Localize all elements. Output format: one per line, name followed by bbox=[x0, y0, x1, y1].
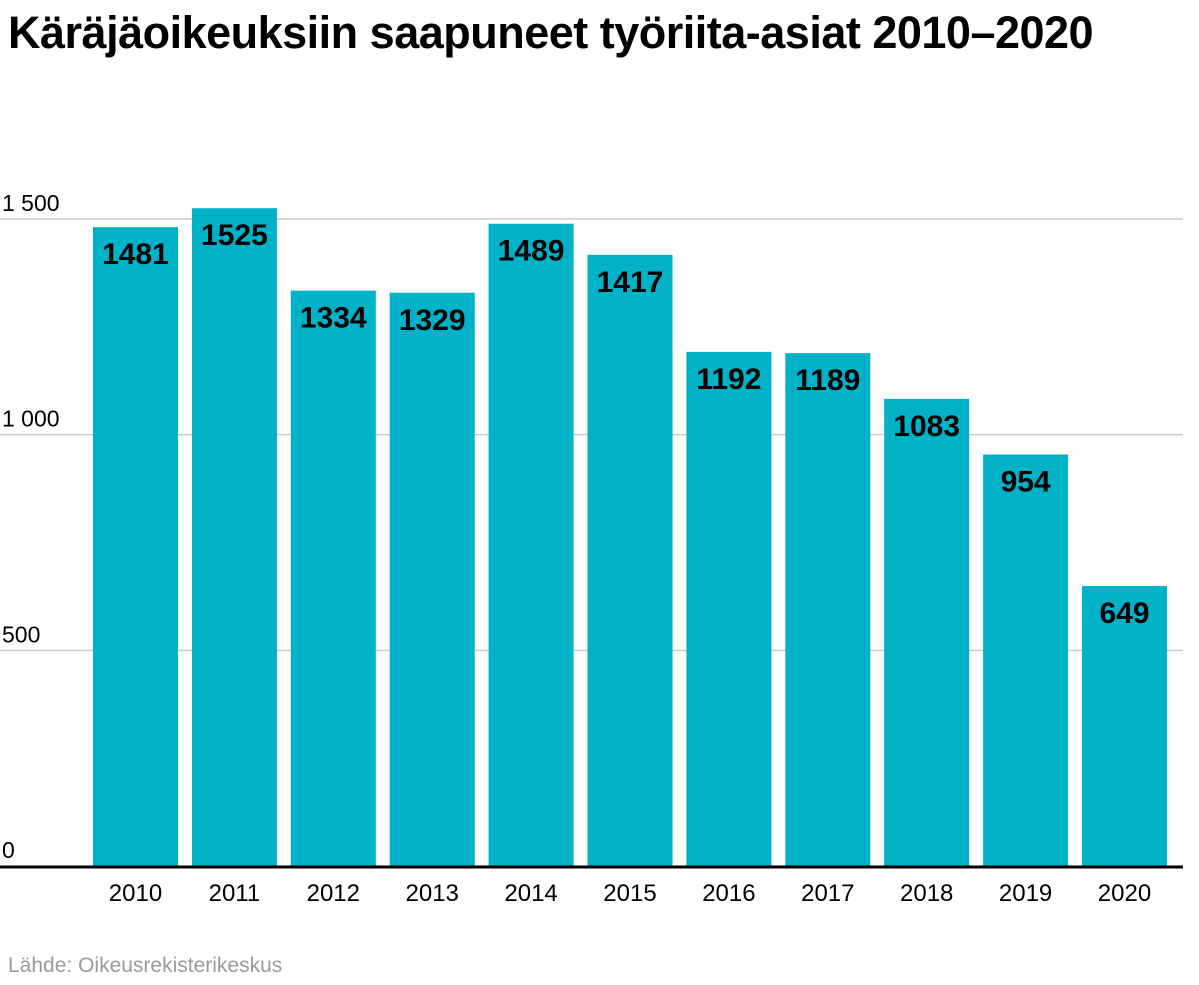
x-tick-label: 2010 bbox=[109, 880, 162, 907]
bar-2019 bbox=[983, 454, 1069, 866]
bar-2012 bbox=[290, 290, 376, 866]
data-labels: 1481 1525 1334 1329 1489 1417 1192 1189 1083 954 6… bbox=[102, 219, 1149, 630]
y-tick-label: 500 bbox=[2, 621, 40, 647]
x-tick-label: 2014 bbox=[504, 880, 557, 907]
x-tick-label: 2013 bbox=[406, 880, 459, 907]
bar-2018 bbox=[884, 398, 970, 866]
bar-2014 bbox=[488, 223, 574, 867]
data-label: 1083 bbox=[893, 410, 960, 443]
x-tick-label: 2012 bbox=[307, 880, 360, 907]
x-axis-ticks: 2010 2011 2012 2013 2014 2015 2016 2017 2018 2019… bbox=[109, 880, 1151, 907]
x-tick-label: 2011 bbox=[209, 880, 261, 907]
x-tick-label: 2018 bbox=[900, 880, 953, 907]
y-axis-ticks: 0 500 1 000 1 500 bbox=[2, 190, 60, 863]
x-tick-label: 2020 bbox=[1098, 880, 1151, 907]
y-tick-label: 1 000 bbox=[2, 406, 60, 432]
bars bbox=[93, 208, 1167, 867]
data-label: 1489 bbox=[498, 235, 565, 268]
source-note: Lähde: Oikeusrekisterikeskus bbox=[8, 954, 283, 977]
bar-2015 bbox=[587, 254, 673, 866]
data-label: 1329 bbox=[399, 304, 466, 337]
data-label: 1334 bbox=[300, 302, 367, 335]
x-tick-label: 2019 bbox=[999, 880, 1052, 907]
data-label: 954 bbox=[1001, 466, 1051, 499]
data-label: 1481 bbox=[102, 238, 169, 271]
x-tick-label: 2015 bbox=[603, 880, 656, 907]
data-label: 1192 bbox=[696, 363, 761, 396]
bar-2013 bbox=[389, 292, 475, 866]
bar-2020 bbox=[1082, 586, 1167, 866]
y-tick-label: 0 bbox=[2, 837, 15, 863]
bar-2016 bbox=[686, 351, 772, 866]
bar-2010 bbox=[93, 227, 178, 867]
x-tick-label: 2016 bbox=[702, 880, 755, 907]
bar-2011 bbox=[191, 208, 277, 866]
bar-2017 bbox=[785, 353, 871, 866]
chart-title: Käräjäoikeuksiin saapuneet työriita-asia… bbox=[8, 7, 1094, 58]
data-label: 1525 bbox=[201, 219, 268, 252]
data-label: 649 bbox=[1099, 597, 1149, 630]
data-label: 1417 bbox=[597, 266, 664, 299]
x-tick-label: 2017 bbox=[801, 880, 854, 907]
data-label: 1189 bbox=[795, 364, 860, 397]
y-tick-label: 1 500 bbox=[2, 190, 60, 216]
